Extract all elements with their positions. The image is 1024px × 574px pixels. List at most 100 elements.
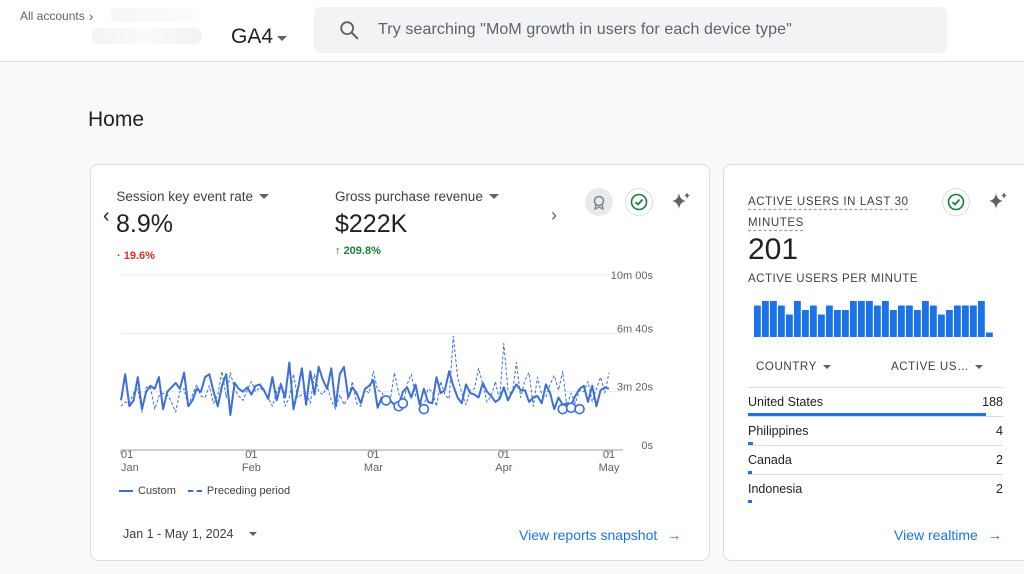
arrow-up-icon: ↑: [335, 245, 341, 257]
table-row[interactable]: Philippines 4: [748, 416, 1003, 445]
table-row[interactable]: Canada 2: [748, 445, 1003, 474]
minute-bar[interactable]: [898, 305, 905, 338]
arrow-right-icon: →: [667, 527, 682, 543]
metric-purchase-revenue[interactable]: Gross purchase revenue $222K ↑ 209.8%: [335, 189, 535, 257]
series-line-preceding[interactable]: [120, 335, 610, 413]
y-tick-label: 6m 40s: [617, 323, 654, 335]
all-accounts-label: All accounts: [20, 9, 85, 23]
property-selector[interactable]: GA4: [231, 25, 288, 49]
country-name: Canada: [748, 453, 792, 467]
minute-bar[interactable]: [930, 305, 937, 338]
minute-bar[interactable]: [810, 305, 817, 338]
series-line-custom[interactable]: [120, 361, 610, 416]
search-bar[interactable]: Try searching "MoM growth in users for e…: [314, 7, 947, 53]
chevron-right-icon[interactable]: ›: [551, 205, 557, 225]
x-tick-day: 01: [245, 449, 257, 461]
minute-bar[interactable]: [882, 301, 889, 337]
anomaly-marker[interactable]: [565, 402, 577, 414]
minute-bar[interactable]: [970, 305, 977, 338]
minute-bar[interactable]: [850, 301, 857, 337]
arrow-right-icon: →: [987, 527, 1002, 543]
metric-key-event-rate[interactable]: Session key event rate 8.9% · 19.6%: [91, 189, 303, 262]
chevron-left-icon[interactable]: ‹: [103, 205, 110, 227]
country-name: Philippines: [748, 424, 809, 438]
legend-item-preceding[interactable]: Preceding period: [187, 485, 291, 497]
view-realtime-link[interactable]: View realtime →: [894, 527, 1002, 543]
minute-bar[interactable]: [890, 310, 897, 337]
metric-label: Gross purchase revenue: [335, 189, 535, 204]
minute-bar[interactable]: [914, 310, 921, 337]
anomaly-marker[interactable]: [397, 398, 409, 409]
minute-bar[interactable]: [922, 301, 929, 337]
minute-bar[interactable]: [802, 310, 809, 337]
minute-bar[interactable]: [938, 314, 945, 338]
sparkle-icon[interactable]: [667, 188, 695, 216]
check-icon: [630, 193, 648, 211]
property-name-redacted: [92, 28, 202, 44]
country-users: 2: [996, 482, 1003, 496]
minute-bar[interactable]: [826, 305, 833, 338]
minute-bar[interactable]: [818, 314, 825, 338]
view-reports-snapshot-link[interactable]: View reports snapshot →: [519, 527, 681, 543]
metric-value: 8.9%: [91, 210, 173, 239]
legend-solid-swatch: [119, 490, 133, 492]
metric-change-text: 19.6%: [123, 250, 155, 262]
legend-label: Preceding period: [206, 485, 291, 497]
metric-change: ↑ 209.8%: [335, 245, 535, 257]
minute-bar[interactable]: [946, 310, 953, 337]
x-tick-month: Mar: [364, 462, 383, 474]
country-users: 2: [996, 453, 1003, 467]
minute-bar[interactable]: [770, 301, 777, 337]
metric-change-text: 209.8%: [343, 245, 381, 257]
minute-bar[interactable]: [986, 332, 993, 338]
minute-bar[interactable]: [962, 305, 969, 338]
minute-bar[interactable]: [834, 310, 841, 337]
legend-dashed-swatch: [187, 490, 202, 492]
all-accounts-link[interactable]: All accounts ›: [20, 9, 93, 23]
caret-down-icon: [277, 35, 288, 41]
view-link-text: View realtime: [894, 527, 978, 543]
arrow-down-icon: ·: [117, 250, 121, 262]
country-name: Indonesia: [748, 482, 803, 496]
table-row[interactable]: United States 188: [748, 387, 1003, 416]
anomaly-marker[interactable]: [380, 395, 392, 406]
minute-bar[interactable]: [786, 314, 793, 338]
anomaly-marker[interactable]: [557, 403, 569, 415]
caret-down-icon: [488, 194, 499, 199]
minute-bar[interactable]: [858, 301, 865, 337]
sparkle-icon[interactable]: [984, 188, 1012, 216]
active-users-metric-selector[interactable]: ACTIVE US…: [891, 361, 984, 373]
table-row[interactable]: Indonesia 2: [748, 474, 1003, 503]
top-bar: All accounts › GA4 Try searching "MoM gr…: [0, 0, 1024, 62]
minute-bar[interactable]: [874, 305, 881, 338]
metric-label-text: Gross purchase revenue: [335, 189, 483, 204]
x-tick-month: Apr: [495, 462, 512, 474]
minute-bar[interactable]: [762, 301, 769, 337]
minute-bar[interactable]: [954, 305, 961, 338]
country-users: 188: [982, 395, 1003, 409]
check-circle-icon[interactable]: [625, 188, 653, 216]
metric-label-text: Session key event rate: [116, 189, 253, 204]
insights-badge-icon[interactable]: [585, 188, 613, 216]
metric-label: Session key event rate: [91, 189, 303, 204]
x-tick-month: May: [599, 462, 620, 474]
anomaly-marker[interactable]: [418, 403, 430, 415]
y-tick-label: 3m 20s: [617, 382, 654, 394]
page-title: Home: [88, 108, 145, 131]
caret-down-icon: [259, 194, 269, 199]
minute-bar[interactable]: [842, 310, 849, 337]
minute-bar[interactable]: [794, 301, 801, 337]
country-dimension-selector[interactable]: COUNTRY: [756, 361, 831, 373]
country-name: United States: [748, 395, 824, 409]
share-bar: [748, 442, 754, 445]
check-circle-icon[interactable]: [942, 188, 970, 216]
minute-bar[interactable]: [778, 305, 785, 338]
realtime-title[interactable]: ACTIVE USERS IN LAST 30 MINUTES: [748, 196, 909, 229]
date-range-selector[interactable]: Jan 1 - May 1, 2024: [123, 527, 258, 541]
minute-bar[interactable]: [866, 301, 873, 337]
legend-item-custom[interactable]: Custom: [119, 485, 176, 497]
minute-bar[interactable]: [906, 305, 913, 338]
anomaly-marker[interactable]: [574, 403, 585, 415]
minute-bar[interactable]: [754, 305, 761, 338]
minute-bar[interactable]: [978, 301, 985, 337]
